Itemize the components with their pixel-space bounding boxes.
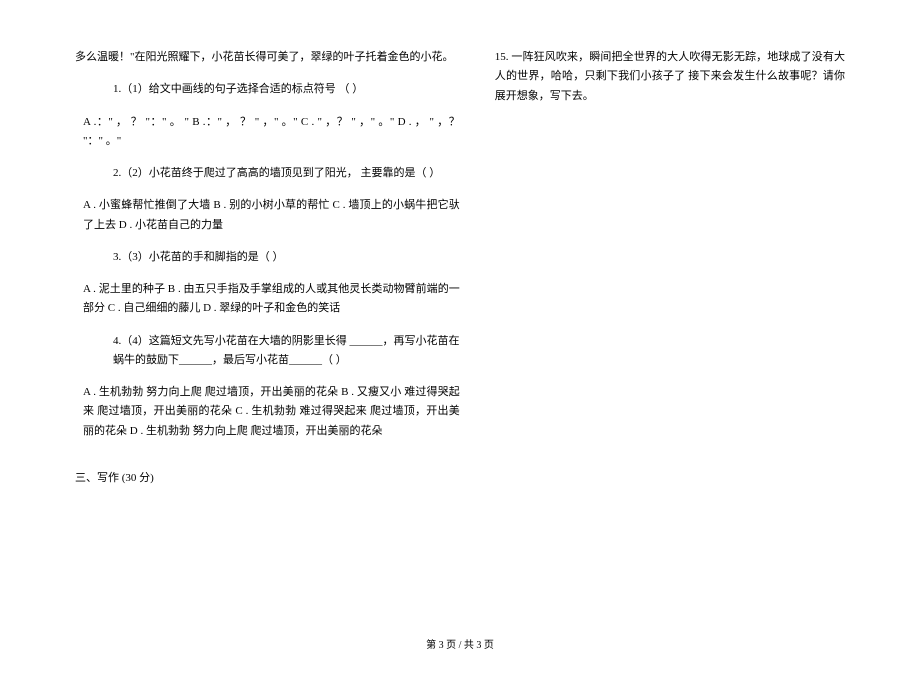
- page-footer: 第 3 页 / 共 3 页: [0, 636, 920, 651]
- q2-options: A . 小蜜蜂帮忙推倒了大墙 B . 别的小树小草的帮忙 C . 墙顶上的小蜗牛…: [83, 196, 460, 235]
- section-header-writing: 三、写作 (30 分): [75, 469, 460, 488]
- intro-text: 多么温暖！"在阳光照耀下，小花苗长得可美了，翠绿的叶子托着金色的小花。: [75, 48, 460, 67]
- q15-text: 15. 一阵狂风吹来，瞬间把全世界的大人吹得无影无踪，地球成了没有大人的世界，哈…: [495, 48, 845, 106]
- q2-stem: 2.（2）小花苗终于爬过了高高的墙顶见到了阳光， 主要靠的是（ ）: [113, 164, 460, 183]
- right-column: 15. 一阵狂风吹来，瞬间把全世界的大人吹得无影无踪，地球成了没有大人的世界，哈…: [495, 48, 845, 488]
- q3-options: A . 泥土里的种子 B . 由五只手指及手掌组成的人或其他灵长类动物臂前端的一…: [83, 280, 460, 319]
- q1-stem: 1.（1）给文中画线的句子选择合适的标点符号 （ ）: [113, 80, 460, 99]
- q1-options: A .：" ， ？ "：" 。 " B .：" ， ？ " ，" 。" C . …: [83, 113, 460, 152]
- left-column: 多么温暖！"在阳光照耀下，小花苗长得可美了，翠绿的叶子托着金色的小花。 1.（1…: [75, 48, 460, 488]
- q4-options: A . 生机勃勃 努力向上爬 爬过墙顶，开出美丽的花朵 B . 又瘦又小 难过得…: [83, 383, 460, 441]
- q3-stem: 3.（3）小花苗的手和脚指的是（ ）: [113, 248, 460, 267]
- page-container: 多么温暖！"在阳光照耀下，小花苗长得可美了，翠绿的叶子托着金色的小花。 1.（1…: [0, 0, 920, 488]
- q4-stem: 4.（4）这篇短文先写小花苗在大墙的阴影里长得 ______，再写小花苗在蜗牛的…: [113, 332, 460, 371]
